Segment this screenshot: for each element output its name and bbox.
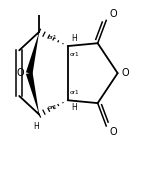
Polygon shape bbox=[26, 32, 39, 74]
Text: H: H bbox=[33, 122, 39, 131]
Text: O: O bbox=[109, 9, 117, 19]
Text: O: O bbox=[121, 68, 129, 78]
Text: O: O bbox=[17, 68, 24, 78]
Text: H: H bbox=[71, 34, 77, 43]
Text: or1: or1 bbox=[69, 52, 79, 57]
Text: or1: or1 bbox=[48, 35, 57, 40]
Text: or1: or1 bbox=[48, 105, 57, 110]
Text: or1: or1 bbox=[69, 90, 79, 95]
Text: O: O bbox=[109, 127, 117, 137]
Text: H: H bbox=[71, 103, 77, 112]
Polygon shape bbox=[26, 72, 39, 115]
